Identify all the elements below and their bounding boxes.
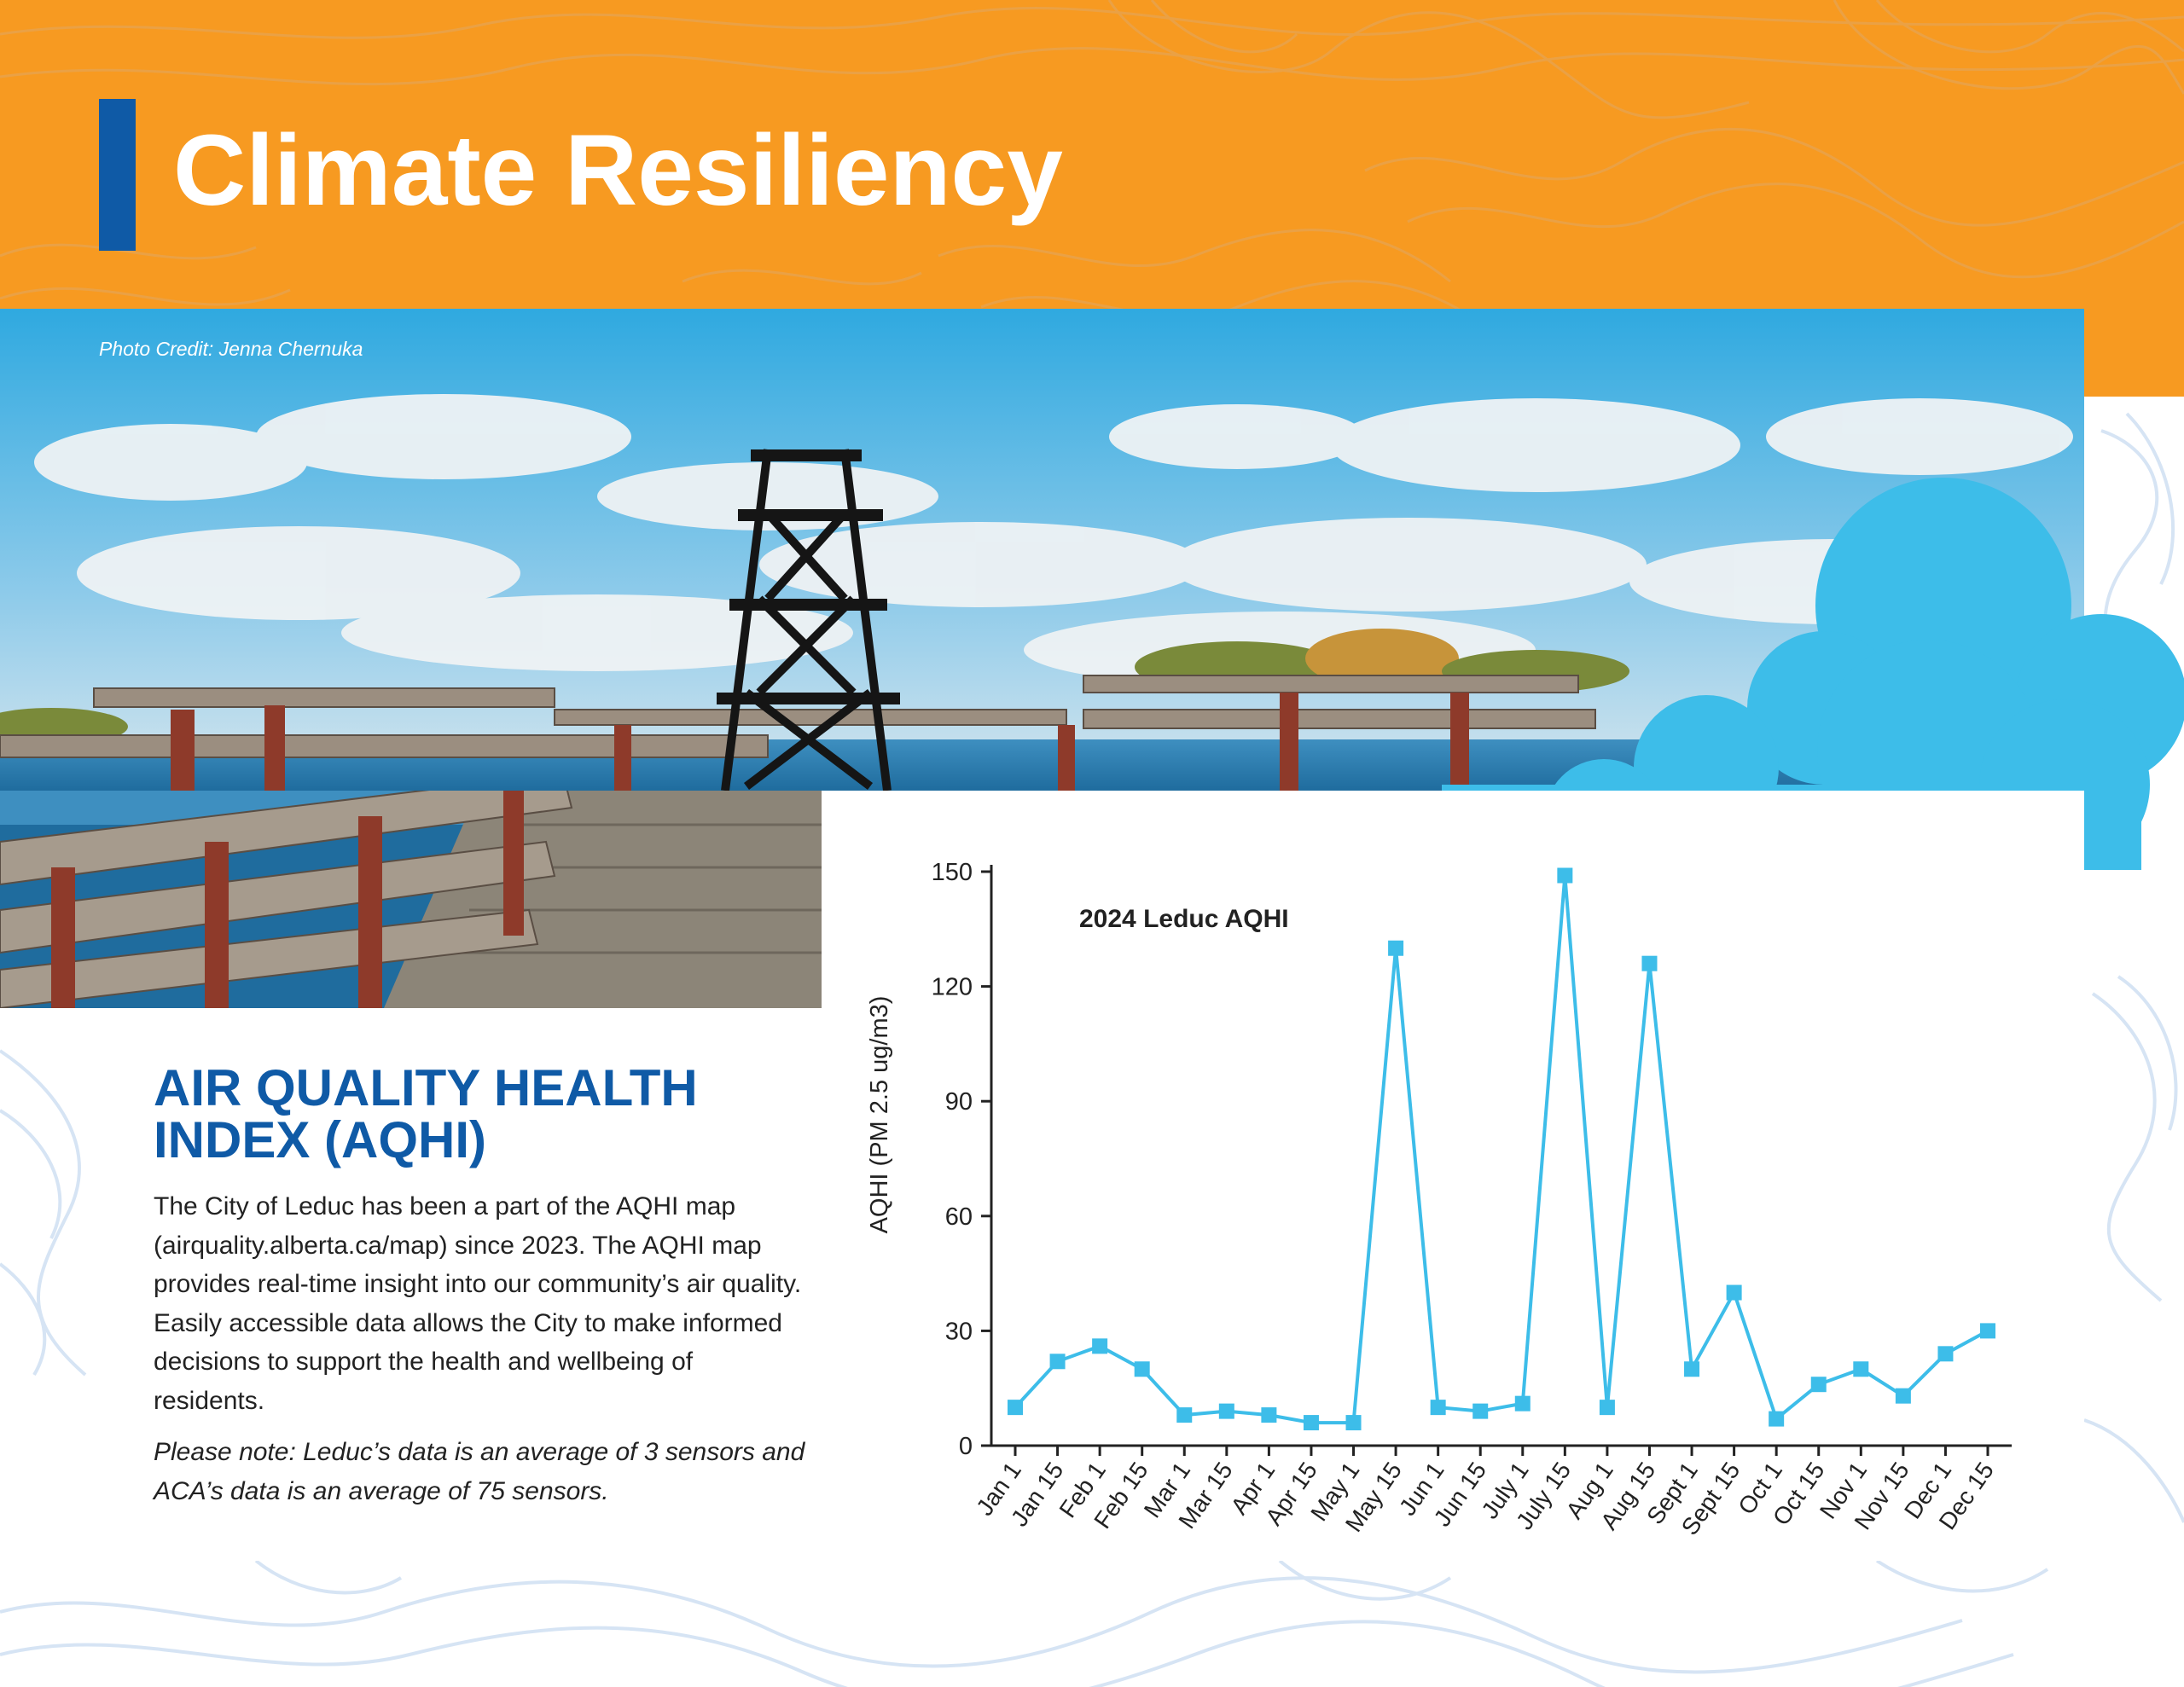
data-point-marker xyxy=(1726,1284,1742,1301)
data-point-marker xyxy=(1261,1407,1277,1423)
data-point-marker xyxy=(1853,1361,1869,1377)
y-tick-label: 60 xyxy=(945,1203,973,1231)
data-point-marker xyxy=(1557,867,1573,884)
photo-credit: Photo Credit: Jenna Chernuka xyxy=(99,338,363,360)
data-point-marker xyxy=(1092,1338,1108,1354)
data-point-marker xyxy=(1218,1403,1234,1419)
y-tick-label: 150 xyxy=(932,859,973,886)
section-heading-line2: INDEX (AQHI) xyxy=(154,1111,486,1169)
y-tick-label: 120 xyxy=(932,974,973,1001)
topographic-pattern-left xyxy=(0,1049,87,1377)
data-point-marker xyxy=(1641,955,1658,971)
chart-title: 2024 Leduc AQHI xyxy=(1079,905,1289,933)
y-tick-label: 0 xyxy=(959,1433,973,1460)
chart-background xyxy=(822,791,2084,1561)
data-point-marker xyxy=(1684,1361,1700,1377)
topographic-pattern-header xyxy=(0,0,2184,345)
data-point-marker xyxy=(1937,1346,1954,1362)
pier-deck-illustration xyxy=(0,791,822,1008)
section-heading: AIR QUALITY HEALTH INDEX (AQHI) xyxy=(154,1059,819,1169)
section-heading-line1: AIR QUALITY HEALTH xyxy=(154,1059,698,1116)
note-paragraph: Please note: Leduc’s data is an average … xyxy=(154,1438,805,1505)
pier-photo xyxy=(0,309,2084,791)
page-title: Climate Resiliency xyxy=(173,114,1063,227)
chart-y-axis-label: AQHI (PM 2.5 ug/m3) xyxy=(866,996,893,1234)
y-tick-label: 30 xyxy=(945,1318,973,1345)
aqhi-line-chart: 2024 Leduc AQHI AQHI (PM 2.5 ug/m3) 0 30 6… xyxy=(822,791,2084,1561)
data-point-marker xyxy=(1769,1411,1785,1427)
data-point-marker xyxy=(1895,1388,1911,1404)
data-point-marker xyxy=(1303,1415,1319,1431)
topographic-pattern-bottom xyxy=(0,1561,2049,1687)
data-point-marker xyxy=(1514,1395,1531,1412)
data-point-marker xyxy=(1430,1400,1446,1416)
data-point-marker xyxy=(1049,1354,1066,1370)
topographic-pattern-right xyxy=(2084,412,2184,1523)
data-point-marker xyxy=(1388,940,1404,956)
pier-photo-deck xyxy=(0,791,822,1008)
data-point-marker xyxy=(1134,1361,1150,1377)
data-point-marker xyxy=(1472,1403,1489,1419)
pier-photo-illustration xyxy=(0,309,2084,791)
data-point-marker xyxy=(1345,1415,1362,1431)
data-point-marker xyxy=(1980,1323,1995,1339)
data-point-marker xyxy=(1599,1400,1615,1416)
data-point-marker xyxy=(1008,1400,1023,1416)
data-point-marker xyxy=(1176,1407,1193,1423)
body-paragraph: The City of Leduc has been a part of the… xyxy=(154,1192,802,1415)
y-tick-label: 90 xyxy=(945,1088,973,1116)
data-point-marker xyxy=(1810,1377,1827,1393)
title-accent-bar xyxy=(99,99,136,251)
